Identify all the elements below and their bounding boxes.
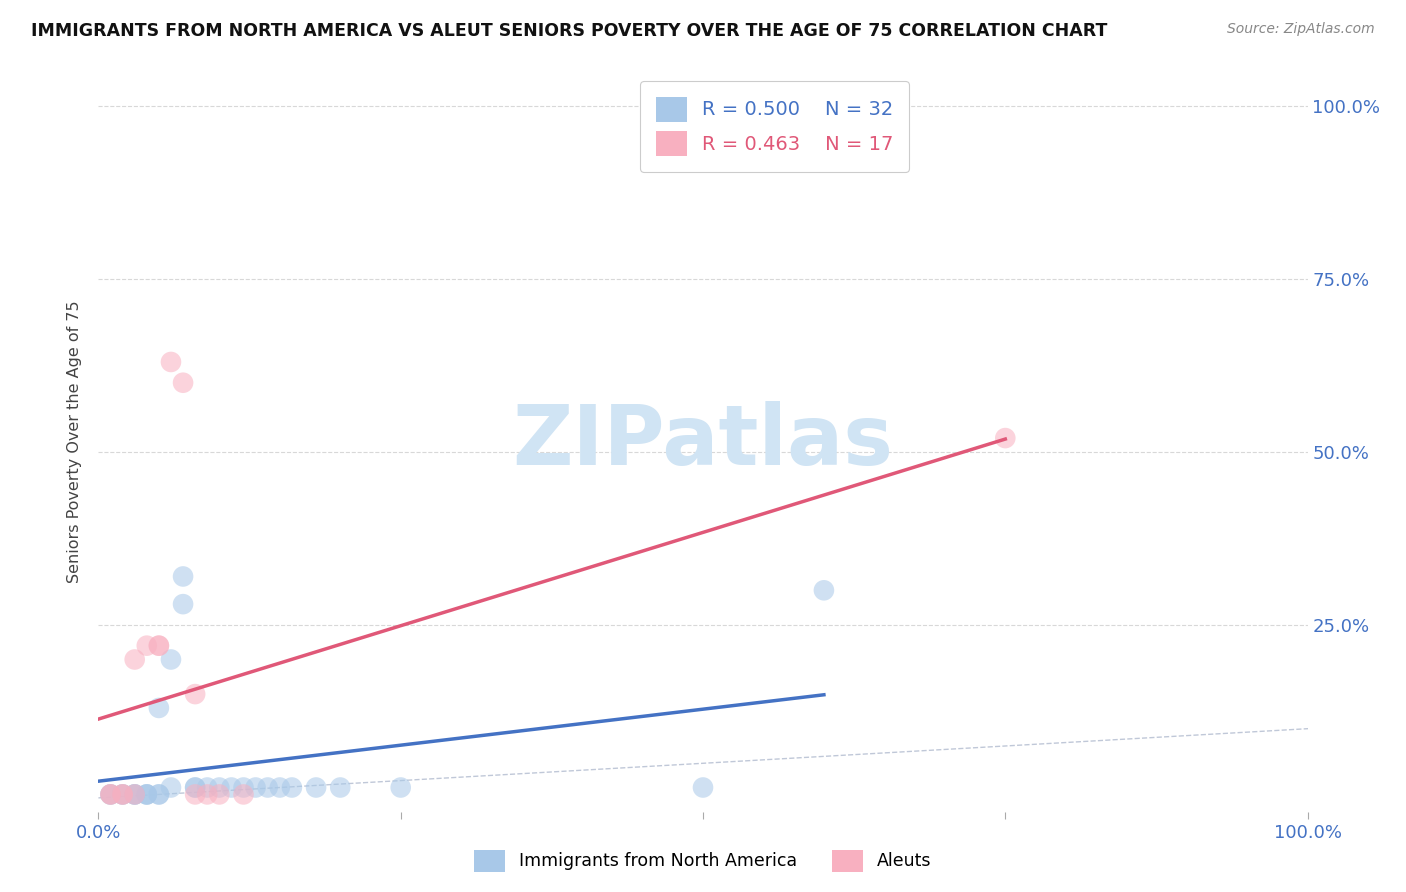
- Point: [111, 788, 134, 802]
- Point: [232, 788, 254, 802]
- Point: [160, 355, 183, 369]
- Point: [172, 376, 194, 390]
- Point: [184, 780, 207, 795]
- Point: [256, 780, 278, 795]
- Point: [124, 788, 146, 802]
- Point: [111, 788, 134, 802]
- Point: [329, 780, 352, 795]
- Point: [195, 788, 218, 802]
- Point: [160, 652, 183, 666]
- Point: [148, 639, 170, 653]
- Point: [172, 597, 194, 611]
- Point: [100, 788, 122, 802]
- Point: [184, 687, 207, 701]
- Point: [184, 780, 207, 795]
- Point: [305, 780, 328, 795]
- Point: [692, 780, 714, 795]
- Point: [195, 780, 218, 795]
- Y-axis label: Seniors Poverty Over the Age of 75: Seniors Poverty Over the Age of 75: [67, 301, 83, 582]
- Point: [148, 788, 170, 802]
- Point: [124, 788, 146, 802]
- Point: [135, 639, 157, 653]
- Point: [184, 788, 207, 802]
- Point: [100, 788, 122, 802]
- Text: ZIPatlas: ZIPatlas: [513, 401, 893, 482]
- Point: [100, 788, 122, 802]
- Point: [135, 788, 157, 802]
- Point: [124, 788, 146, 802]
- Point: [100, 788, 122, 802]
- Point: [221, 780, 243, 795]
- Legend: Immigrants from North America, Aleuts: Immigrants from North America, Aleuts: [467, 843, 939, 879]
- Text: IMMIGRANTS FROM NORTH AMERICA VS ALEUT SENIORS POVERTY OVER THE AGE OF 75 CORREL: IMMIGRANTS FROM NORTH AMERICA VS ALEUT S…: [31, 22, 1108, 40]
- Point: [135, 788, 157, 802]
- Point: [148, 639, 170, 653]
- Point: [389, 780, 412, 795]
- Point: [148, 788, 170, 802]
- Point: [172, 569, 194, 583]
- Point: [281, 780, 304, 795]
- Point: [208, 788, 231, 802]
- Point: [135, 788, 157, 802]
- Point: [148, 701, 170, 715]
- Point: [124, 788, 146, 802]
- Point: [160, 780, 183, 795]
- Point: [813, 583, 835, 598]
- Point: [111, 788, 134, 802]
- Point: [269, 780, 291, 795]
- Text: Source: ZipAtlas.com: Source: ZipAtlas.com: [1227, 22, 1375, 37]
- Point: [232, 780, 254, 795]
- Legend: R = 0.500    N = 32, R = 0.463    N = 17: R = 0.500 N = 32, R = 0.463 N = 17: [640, 81, 910, 172]
- Point: [208, 780, 231, 795]
- Point: [245, 780, 267, 795]
- Point: [124, 652, 146, 666]
- Point: [111, 788, 134, 802]
- Point: [994, 431, 1017, 445]
